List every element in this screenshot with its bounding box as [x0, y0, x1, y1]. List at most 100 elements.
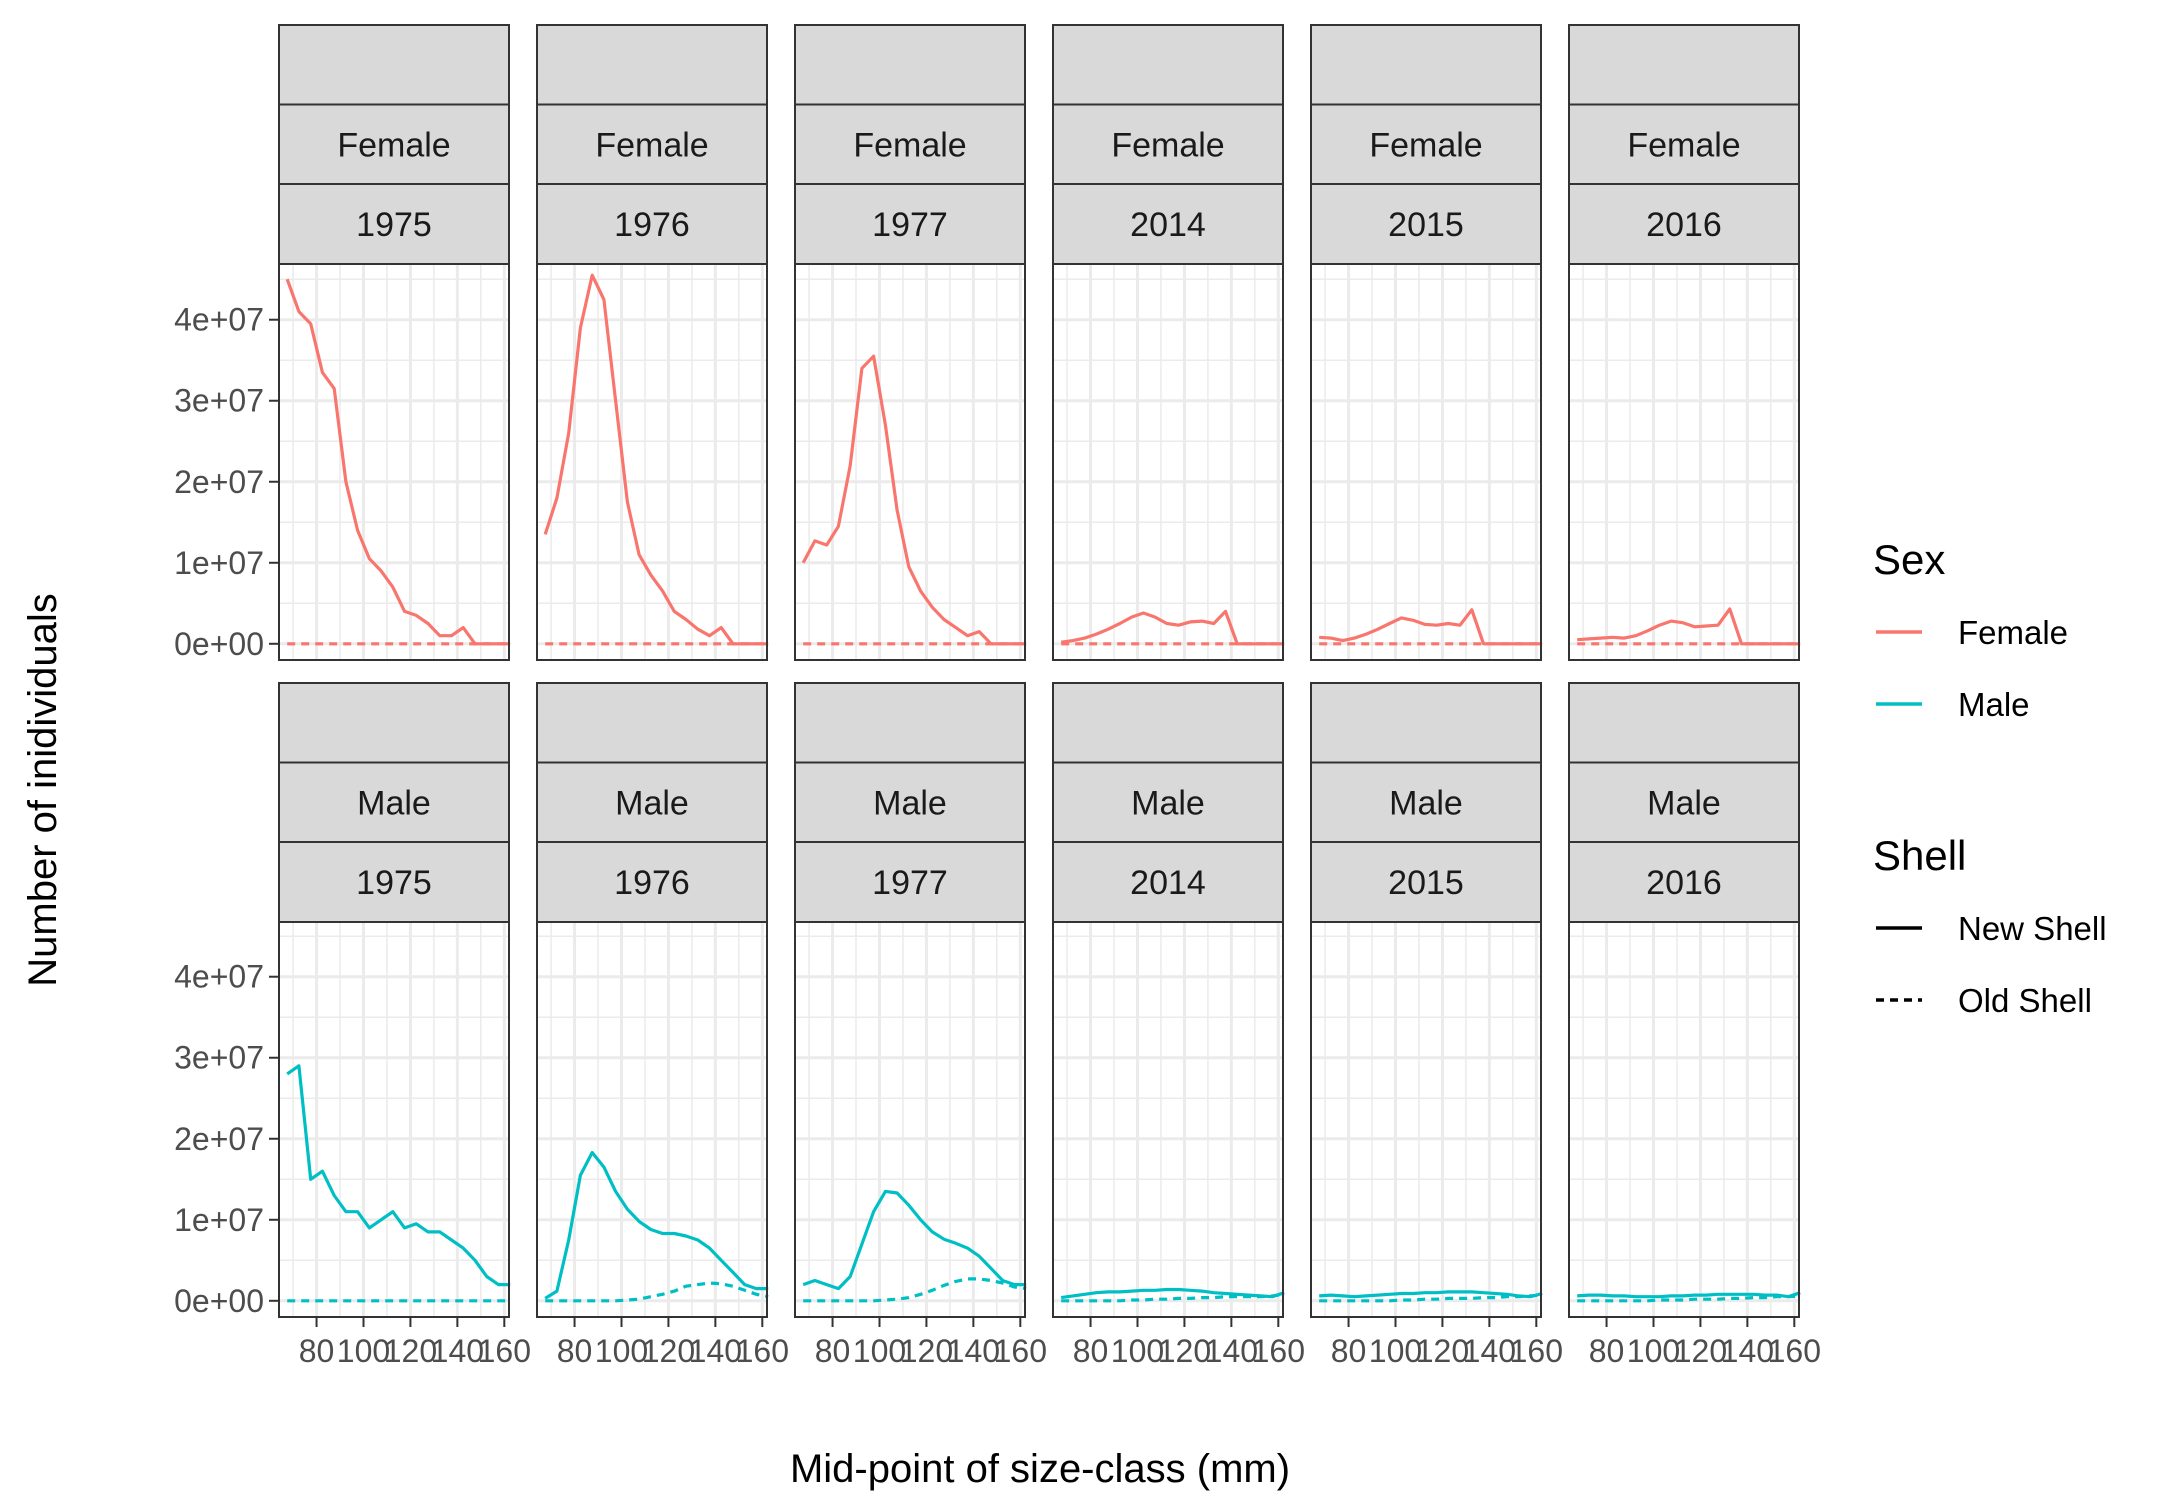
series-line-male-1977-new-shell [802, 1189, 1027, 1291]
strip-year [536, 841, 768, 923]
x-tick-label: 160 [478, 1333, 531, 1369]
legend-label-new-shell: New Shell [1958, 910, 2107, 947]
panel-male-2015 [1310, 919, 1543, 1318]
legend-label-female: Female [1958, 614, 2068, 651]
x-tick-label: 80 [815, 1333, 851, 1369]
strip-label-year: 2015 [1388, 206, 1464, 244]
series-line-male-2014-new-shell [1060, 1287, 1285, 1300]
strip-sex [278, 761, 510, 844]
panel-male-2016 [1568, 919, 1801, 1318]
x-tick-label: 120 [384, 1333, 437, 1369]
strip-group-male-2015: Male 2015 [1310, 682, 1542, 923]
x-tick-label: 160 [994, 1333, 1047, 1369]
strip-label-year: 2016 [1646, 206, 1722, 244]
strip-label-year: 2014 [1130, 864, 1206, 902]
strip-label-year: 2016 [1646, 864, 1722, 902]
strip-sex [794, 761, 1026, 844]
y-tick-label: 0e+00 [174, 626, 264, 662]
x-tick-label: 80 [299, 1333, 335, 1369]
strip-group-female-1975: Female 1975 [278, 24, 510, 265]
strip-label-sex: Female [1111, 127, 1224, 165]
strip-label-year: 1976 [614, 864, 690, 902]
facet-panels [278, 262, 1801, 1318]
y-tick-label: 2e+07 [174, 1121, 264, 1157]
y-axis-title: Number of inidividuals [21, 593, 65, 987]
strip-empty [278, 24, 510, 106]
series-line-female-1975-new-shell [285, 278, 511, 646]
strip-label-sex: Male [873, 785, 947, 823]
strip-group-male-2016: Male 2016 [1568, 682, 1800, 923]
strip-empty [1568, 24, 1800, 106]
panel-female-1975 [278, 262, 511, 661]
strip-year [1310, 183, 1542, 265]
x-tick-label: 160 [736, 1333, 789, 1369]
x-tick-label: 160 [1768, 1333, 1821, 1369]
strip-empty [1052, 24, 1284, 106]
strip-label-sex: Female [337, 127, 450, 165]
strip-label-year: 1977 [872, 206, 948, 244]
strip-label-sex: Male [1389, 785, 1463, 823]
x-tick-label: 100 [853, 1333, 906, 1369]
x-tick-label: 80 [1589, 1333, 1625, 1369]
strip-sex [1568, 103, 1800, 186]
panel-male-1976 [536, 919, 769, 1318]
panel-male-1975 [278, 919, 511, 1318]
x-tick-label: 80 [1073, 1333, 1109, 1369]
x-axis-title: Mid-point of size-class (mm) [790, 1447, 1290, 1491]
strip-label-year: 2015 [1388, 864, 1464, 902]
x-tick-label: 120 [900, 1333, 953, 1369]
legend-label-male: Male [1958, 686, 2030, 723]
series-line-male-2016-new-shell [1577, 1291, 1801, 1299]
strip-label-sex: Female [1369, 127, 1482, 165]
x-tick-label: 140 [1463, 1333, 1516, 1369]
strip-group-male-2014: Male 2014 [1052, 682, 1284, 923]
strip-year [1310, 841, 1542, 923]
strip-sex [1310, 761, 1542, 844]
strip-label-sex: Male [615, 785, 689, 823]
strip-year [1052, 183, 1284, 265]
x-tick-label: 100 [337, 1333, 390, 1369]
x-tick-label: 160 [1252, 1333, 1305, 1369]
x-tick-label: 140 [947, 1333, 1000, 1369]
strip-label-year: 1977 [872, 864, 948, 902]
strip-sex [536, 103, 768, 186]
strip-year [794, 841, 1026, 923]
strip-empty [536, 24, 768, 106]
strip-sex [536, 761, 768, 844]
strip-label-sex: Male [1647, 785, 1721, 823]
series-line-male-1975-new-shell [286, 1064, 511, 1287]
strip-empty [794, 24, 1026, 106]
x-tick-label: 160 [1510, 1333, 1563, 1369]
strip-empty [278, 682, 510, 764]
y-tick-label: 1e+07 [174, 545, 264, 581]
x-tick-label: 120 [1674, 1333, 1727, 1369]
series-line-male-1976-old-shell [545, 1281, 769, 1303]
strip-empty [1052, 682, 1284, 764]
panel-male-1977 [794, 919, 1027, 1318]
strip-label-year: 1975 [356, 864, 432, 902]
strip-group-male-1975: Male 1975 [278, 682, 510, 923]
strip-empty [536, 682, 768, 764]
x-tick-label: 140 [1205, 1333, 1258, 1369]
strip-group-female-2016: Female 2016 [1568, 24, 1800, 265]
strip-group-male-1976: Male 1976 [536, 682, 768, 923]
y-tick-label: 4e+07 [174, 959, 264, 995]
strip-year [278, 183, 510, 265]
series-line-female-1976-new-shell [543, 273, 769, 646]
strip-sex [794, 103, 1026, 186]
series-line-male-1977-old-shell [803, 1277, 1027, 1303]
legend-title-shell: Shell [1873, 832, 1966, 879]
series-line-male-2014-old-shell [1061, 1292, 1285, 1303]
x-tick-label: 140 [689, 1333, 742, 1369]
panel-female-1977 [794, 262, 1027, 661]
x-tick-label: 140 [1721, 1333, 1774, 1369]
strip-label-sex: Male [1131, 785, 1205, 823]
strip-sex [1052, 103, 1284, 186]
strip-empty [1310, 682, 1542, 764]
panel-female-2014 [1052, 262, 1285, 661]
strip-label-year: 1975 [356, 206, 432, 244]
panel-male-2014 [1052, 919, 1285, 1318]
